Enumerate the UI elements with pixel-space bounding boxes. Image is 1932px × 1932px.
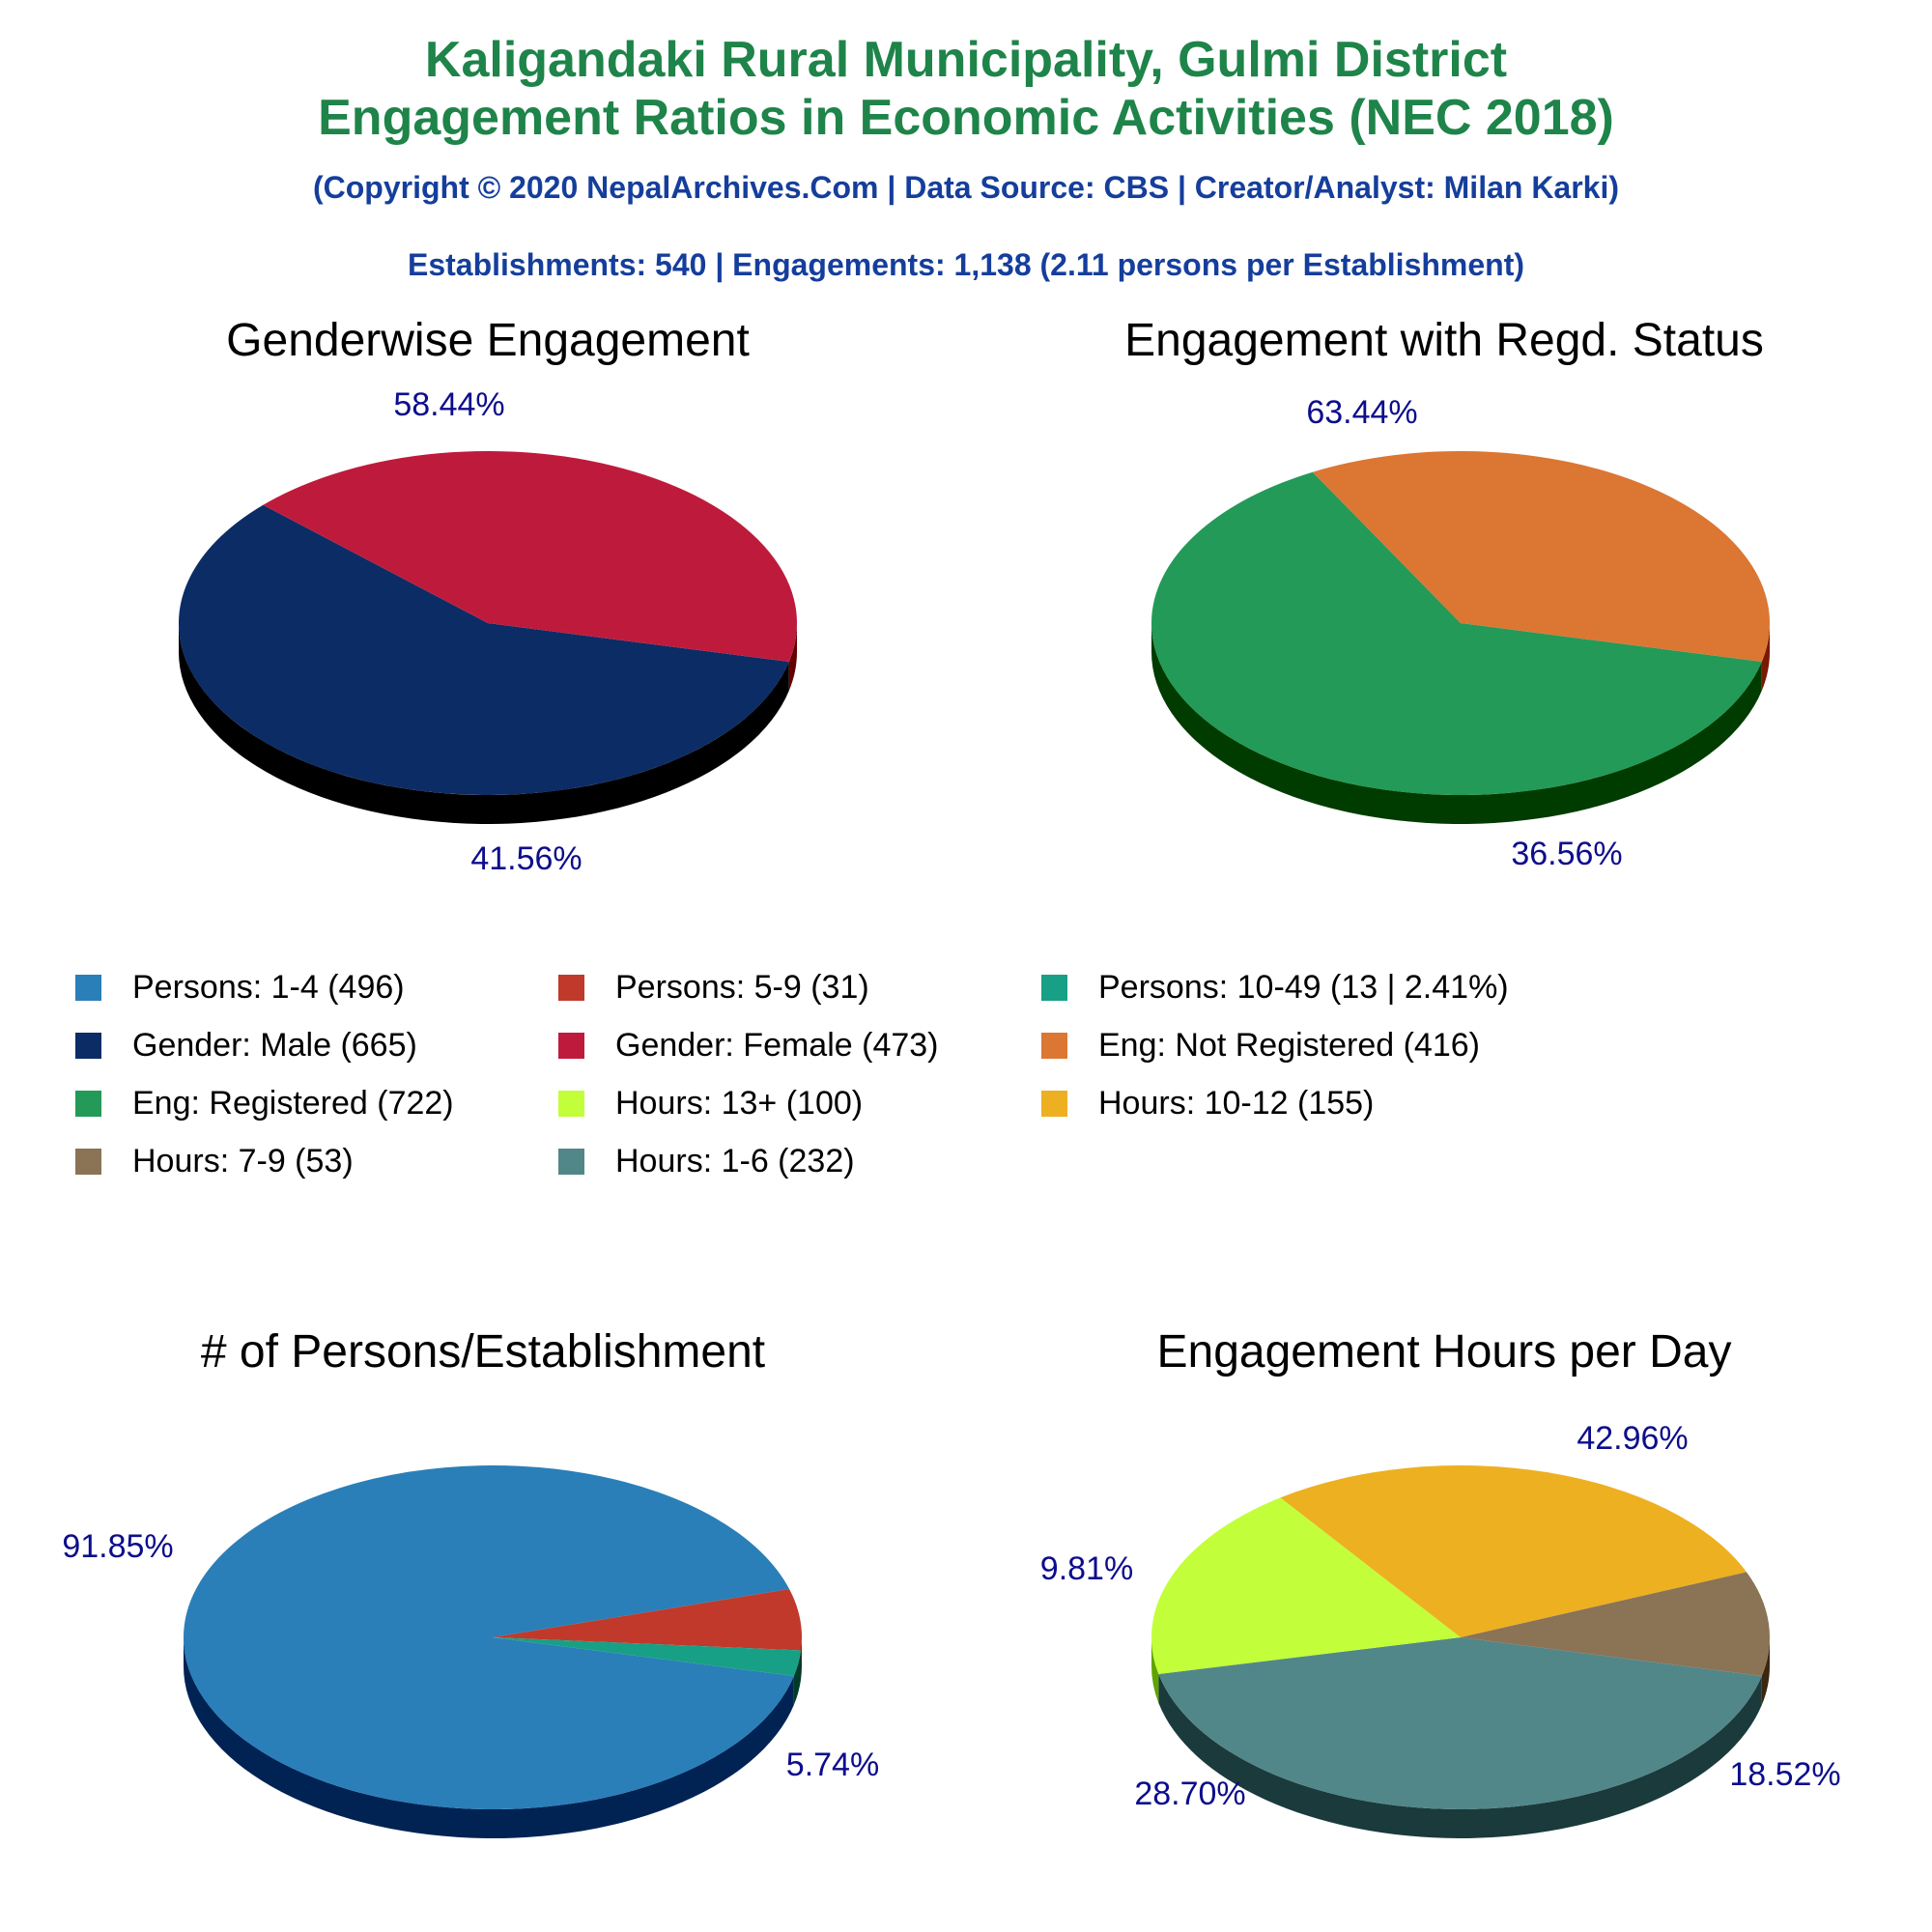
legend-label: Eng: Not Registered (416) — [1098, 1026, 1480, 1064]
pie-slice — [493, 1637, 802, 1677]
legend-swatch — [1041, 974, 1067, 1001]
legend-label: Persons: 5-9 (31) — [615, 968, 869, 1006]
legend-item: Gender: Male (665) — [75, 1026, 417, 1065]
pie-percent-label: 28.70% — [1134, 1776, 1245, 1812]
legend-swatch — [75, 974, 101, 1001]
pie-percent-label: 18.52% — [1729, 1756, 1840, 1793]
legend-item: Persons: 5-9 (31) — [558, 968, 869, 1007]
pie-slice-side — [801, 1637, 802, 1680]
legend-label: Gender: Female (473) — [615, 1026, 939, 1064]
summary-text: Establishments: 540 | Engagements: 1,138… — [407, 247, 1525, 282]
pie-percent-label: 41.56% — [470, 840, 582, 877]
pie-chart-1: Genderwise Engagement 58.44% 41.56% — [178, 315, 797, 877]
legend-swatch — [75, 1032, 101, 1059]
legend-swatch — [558, 1032, 584, 1059]
legend-swatch — [1041, 1090, 1067, 1117]
pie-slice — [1151, 1497, 1461, 1675]
pie-slice-side — [184, 1637, 794, 1838]
legend-item: Hours: 1-6 (232) — [558, 1142, 855, 1180]
chart-title-line1: Kaligandaki Rural Municipality, Gulmi Di… — [424, 32, 1508, 88]
pie-slice-side — [1151, 1637, 1159, 1704]
legend-swatch — [75, 1148, 101, 1175]
pie-title: # of Persons/Establishment — [201, 1326, 765, 1378]
pie-chart-4: Engagement Hours per Day 42.96% 18.52% 28.7… — [1040, 1326, 1841, 1838]
pie-slice-side — [1151, 623, 1762, 824]
pie-slice — [184, 1464, 794, 1809]
legend-swatch — [558, 1148, 584, 1175]
pie-slice — [1312, 450, 1771, 663]
legend-item: Hours: 7-9 (53) — [75, 1142, 354, 1180]
legend-label: Persons: 10-49 (13 | 2.41%) — [1098, 968, 1509, 1006]
legend-label: Hours: 13+ (100) — [615, 1084, 864, 1122]
pie-slice-side — [788, 623, 797, 692]
legend-item: Eng: Registered (722) — [75, 1084, 454, 1122]
legend-label: Hours: 1-6 (232) — [615, 1142, 855, 1179]
pie-slice — [178, 504, 789, 796]
legend: Persons: 1-4 (496) Persons: 5-9 (31) Perso… — [75, 968, 1911, 1200]
pie-slice — [493, 1588, 803, 1651]
pie-slice — [1158, 1637, 1762, 1809]
legend-label: Eng: Registered (722) — [132, 1084, 454, 1122]
pie-slice — [263, 451, 797, 663]
legend-label: Gender: Male (665) — [132, 1026, 417, 1064]
legend-swatch — [1041, 1032, 1067, 1059]
pie-slice — [1151, 471, 1762, 795]
pie-slice-side — [1761, 623, 1770, 692]
pie-chart-2: Engagement with Regd. Status 63.44% 36.56% — [1124, 315, 1771, 872]
pie-percent-label: 91.85% — [62, 1528, 173, 1565]
pie-percent-label: 63.44% — [1306, 394, 1417, 431]
pie-chart-3: # of Persons/Establishment 91.85% 5.74% — [62, 1326, 879, 1838]
legend-item: Hours: 10-12 (155) — [1041, 1084, 1374, 1122]
legend-label: Hours: 7-9 (53) — [132, 1142, 354, 1179]
chart-title-line2: Engagement Ratios in Economic Activities… — [318, 90, 1614, 146]
pie-percent-label: 5.74% — [786, 1747, 879, 1783]
legend-swatch — [558, 1090, 584, 1117]
legend-swatch — [558, 974, 584, 1001]
legend-swatch — [75, 1090, 101, 1117]
pie-title: Engagement Hours per Day — [1157, 1326, 1732, 1378]
pie-slice-side — [1158, 1674, 1762, 1838]
legend-item: Gender: Female (473) — [558, 1026, 939, 1065]
legend-item: Eng: Not Registered (416) — [1041, 1026, 1480, 1065]
pie-slice-side — [1761, 1637, 1770, 1706]
pie-percent-label: 58.44% — [393, 386, 504, 423]
pie-slice — [1280, 1464, 1747, 1637]
pie-title: Genderwise Engagement — [226, 315, 750, 366]
pie-slice-side — [179, 623, 789, 824]
pie-title: Engagement with Regd. Status — [1124, 315, 1764, 366]
copyright-text: (Copyright © 2020 NepalArchives.Com | Da… — [312, 170, 1620, 205]
pie-slice — [1461, 1572, 1771, 1677]
legend-label: Hours: 10-12 (155) — [1098, 1084, 1375, 1122]
pie-slice-side — [793, 1650, 802, 1706]
legend-item: Persons: 10-49 (13 | 2.41%) — [1041, 968, 1509, 1007]
pie-percent-label: 42.96% — [1577, 1420, 1688, 1457]
legend-item: Hours: 13+ (100) — [558, 1084, 863, 1122]
legend-item: Persons: 1-4 (496) — [75, 968, 405, 1007]
legend-label: Persons: 1-4 (496) — [132, 968, 405, 1006]
pie-percent-label: 36.56% — [1511, 836, 1622, 872]
pie-percent-label: 9.81% — [1040, 1550, 1133, 1587]
